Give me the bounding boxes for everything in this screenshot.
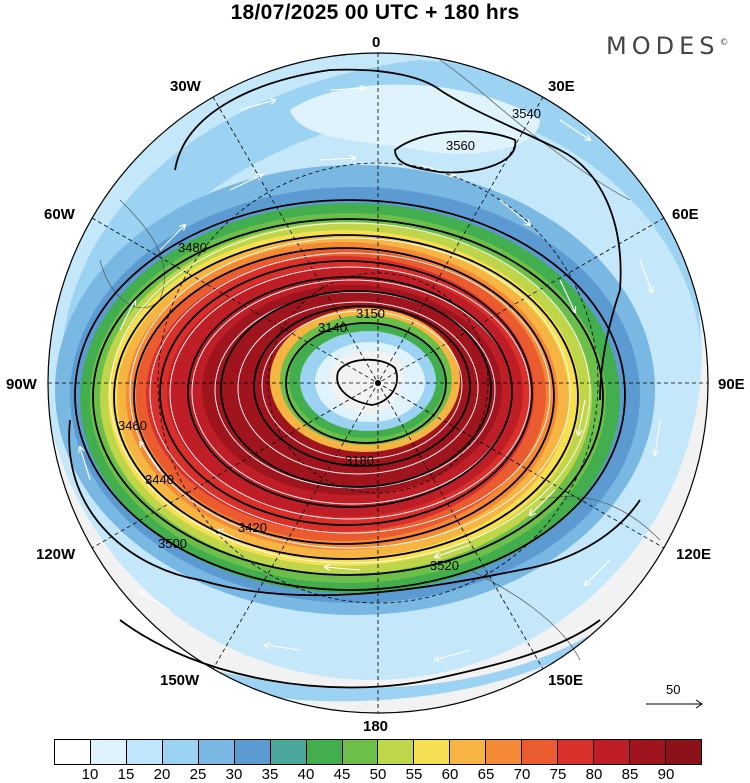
wind-vectors — [80, 88, 661, 660]
colorbar-tick-label: 80 — [585, 766, 603, 783]
contour-label-3520: 3520 — [430, 558, 459, 573]
contour-label-3560: 3560 — [446, 138, 475, 153]
colorbar-cell — [198, 740, 235, 764]
colorbar-tick-label: 10 — [81, 766, 99, 783]
wind-speed-colorbar — [54, 739, 702, 765]
lon-label-60e: 60E — [672, 206, 699, 223]
colorbar-cell — [90, 740, 127, 764]
logo-text: MODES — [606, 32, 720, 60]
south-pole-marker — [375, 380, 381, 386]
colorbar-tick-label: 60 — [441, 766, 459, 783]
contour-label-3140: 3140 — [318, 320, 347, 335]
colorbar-tick-label: 65 — [477, 766, 495, 783]
colorbar-cell — [450, 740, 487, 764]
wind-speed-field — [48, 53, 708, 713]
colorbar-tick-label: 40 — [297, 766, 315, 783]
contour-labels: 3140 3150 3180 3420 3440 3460 3480 3500 … — [118, 106, 541, 573]
colorbar-cell — [522, 740, 559, 764]
colorbar-cell — [486, 740, 523, 764]
lon-label-30e: 30E — [548, 78, 575, 95]
colorbar-tick-label: 50 — [369, 766, 387, 783]
lon-label-90w: 90W — [6, 376, 37, 393]
colorbar-tick-label: 75 — [549, 766, 567, 783]
colorbar-cell — [630, 740, 666, 764]
wind-streamlines — [109, 222, 591, 564]
colorbar-tick-label: 20 — [153, 766, 171, 783]
colorbar-tick-label: 30 — [225, 766, 243, 783]
colorbar-cell — [306, 740, 343, 764]
contour-label-3540: 3540 — [512, 106, 541, 121]
lon-label-120e: 120E — [676, 546, 712, 563]
contour-label-3480: 3480 — [178, 240, 207, 255]
contour-label-3180: 3180 — [345, 453, 374, 468]
colorbar-cell — [162, 740, 199, 764]
colorbar-cell — [558, 740, 595, 764]
logo-copyright-mark: © — [719, 38, 729, 48]
lon-label-180: 180 — [363, 718, 389, 735]
colorbar-cell — [270, 740, 307, 764]
colorbar-tick-label: 15 — [117, 766, 135, 783]
lon-label-150e: 150E — [548, 672, 584, 689]
colorbar-cell — [234, 740, 271, 764]
height-contours — [68, 68, 641, 689]
colorbar-tick-label: 70 — [513, 766, 531, 783]
lon-label-120w: 120W — [36, 546, 76, 563]
polar-stereographic-map: 3140 3150 3180 3420 3440 3460 3480 3500 … — [47, 52, 709, 714]
colorbar-tick-label: 35 — [261, 766, 279, 783]
reference-vector-arrow — [646, 699, 703, 709]
modes-logo: MODES© — [606, 32, 728, 60]
colorbar-cell — [665, 740, 701, 764]
colorbar-cell — [378, 740, 415, 764]
contour-label-3460: 3460 — [118, 418, 147, 433]
map-title: 18/07/2025 00 UTC + 180 hrs — [230, 1, 520, 24]
map-boundary — [47, 52, 709, 714]
reference-vector-label: 50 — [666, 682, 681, 697]
colorbar-tick-label: 55 — [405, 766, 423, 783]
contour-label-3440: 3440 — [145, 472, 174, 487]
colorbar-cell — [55, 740, 91, 764]
colorbar-tick-label: 85 — [621, 766, 639, 783]
lon-label-90e: 90E — [718, 376, 745, 393]
lon-label-60w: 60W — [44, 206, 75, 223]
colorbar-cell — [414, 740, 451, 764]
colorbar-cell — [594, 740, 630, 764]
contour-label-3150: 3150 — [356, 306, 385, 321]
contour-label-3500: 3500 — [158, 536, 187, 551]
colorbar-tick-label: 45 — [333, 766, 351, 783]
colorbar-tick-label: 25 — [189, 766, 207, 783]
contour-label-3420: 3420 — [238, 520, 267, 535]
colorbar-cell — [126, 740, 163, 764]
lon-label-0: 0 — [372, 34, 381, 51]
colorbar-cell — [342, 740, 379, 764]
lon-label-30w: 30W — [170, 78, 201, 95]
colorbar-tick-label: 90 — [657, 766, 675, 783]
lon-label-150w: 150W — [160, 672, 200, 689]
